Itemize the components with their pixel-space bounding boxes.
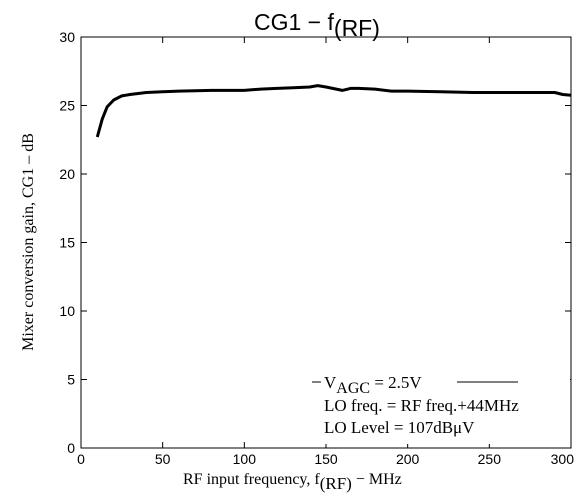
annotation-vagc-value: = 2.5V xyxy=(370,373,422,392)
chart-title: CG1 − f(RF) xyxy=(254,9,380,41)
y-axis: 0 5 10 15 20 25 30 xyxy=(59,29,571,456)
series-layer xyxy=(95,84,572,138)
y-tick-label: 25 xyxy=(59,98,75,114)
annotation-line-2: LO freq. = RF freq.+44MHz xyxy=(324,396,519,415)
x-tick-label: 100 xyxy=(233,451,257,467)
x-axis-label-subscript: (RF) xyxy=(320,474,352,493)
x-tick-label: 150 xyxy=(314,451,338,467)
annotation-line-3: LO Level = 107dBμV xyxy=(324,418,475,437)
y-tick-label: 5 xyxy=(67,372,75,388)
annotation-vagc-subscript: AGC xyxy=(336,380,370,397)
y-tick-label: 10 xyxy=(59,303,75,319)
y-axis-label: Mixer conversion gain, CG1 – dB xyxy=(20,133,37,351)
x-tick-label: 0 xyxy=(77,451,85,467)
x-axis-label-main: RF input frequency, f xyxy=(183,471,320,488)
chart-title-main: CG1 − f xyxy=(254,9,335,35)
annotation-vagc-prefix: V xyxy=(324,373,337,392)
x-axis: 0 50 100 150 200 250 300 xyxy=(77,37,574,467)
x-axis-label-unit: − MHz xyxy=(352,471,402,488)
y-tick-label: 20 xyxy=(59,166,75,182)
annotation-box: VAGC = 2.5V LO freq. = RF freq.+44MHz LO… xyxy=(312,364,570,444)
x-tick-label: 200 xyxy=(396,451,420,467)
x-tick-label: 300 xyxy=(551,451,575,467)
y-tick-label: 30 xyxy=(59,29,75,45)
annotation-background xyxy=(316,364,570,444)
series-line xyxy=(95,84,572,138)
y-tick-label: 0 xyxy=(67,440,75,456)
y-tick-label: 15 xyxy=(59,235,75,251)
annotation-line-1: VAGC = 2.5V xyxy=(324,373,422,397)
x-tick-label: 250 xyxy=(478,451,502,467)
x-axis-label: RF input frequency, f(RF) − MHz xyxy=(183,471,402,493)
x-tick-label: 50 xyxy=(155,451,171,467)
